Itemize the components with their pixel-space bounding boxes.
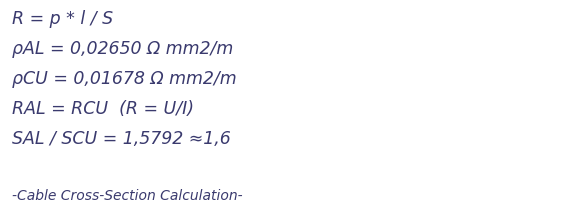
Text: SAL / SCU = 1,5792 ≈1,6: SAL / SCU = 1,5792 ≈1,6: [12, 130, 230, 148]
Text: -Cable Cross-Section Calculation-: -Cable Cross-Section Calculation-: [12, 189, 243, 203]
Text: ρAL = 0,02650 Ω mm2/m: ρAL = 0,02650 Ω mm2/m: [12, 40, 233, 58]
Text: R = p * l / S: R = p * l / S: [12, 10, 113, 28]
Text: ρCU = 0,01678 Ω mm2/m: ρCU = 0,01678 Ω mm2/m: [12, 70, 236, 88]
Text: RAL = RCU  (R = U/I): RAL = RCU (R = U/I): [12, 100, 194, 118]
